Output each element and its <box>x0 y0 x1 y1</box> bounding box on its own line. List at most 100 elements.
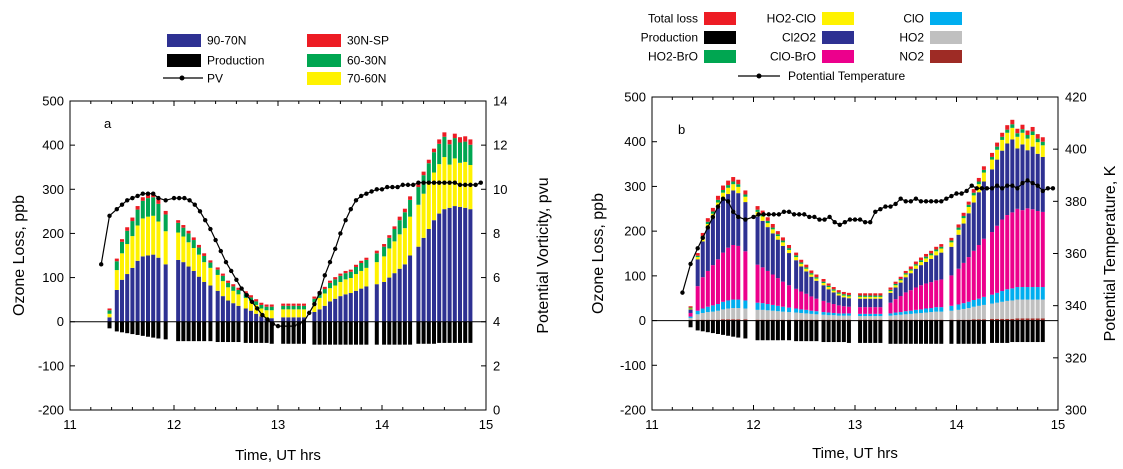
bar-segment <box>286 309 290 317</box>
bar-segment <box>822 285 826 301</box>
bar-segment <box>904 311 908 314</box>
bar-segment <box>889 316 893 320</box>
bar-segment-production <box>809 321 813 342</box>
bar-segment <box>468 165 472 209</box>
bar-segment <box>197 248 201 255</box>
bar-segment <box>776 306 780 311</box>
y2-tick-label: 420 <box>1065 90 1087 105</box>
bar-segment <box>701 277 705 308</box>
bar-segment <box>711 218 715 265</box>
bar-segment <box>781 237 785 240</box>
bar-segment <box>787 285 791 307</box>
line-point <box>944 197 948 201</box>
bar-segment <box>743 190 747 194</box>
bar-segment <box>776 234 780 236</box>
line-point <box>442 180 446 184</box>
bar-segment <box>427 229 431 322</box>
bar-segment <box>919 260 923 262</box>
bar-segment <box>804 267 808 268</box>
bar-segment <box>899 315 903 320</box>
bar-segment <box>787 250 791 253</box>
bar-segment <box>359 261 363 263</box>
bar-segment <box>1000 291 1004 302</box>
bar-segment-production <box>333 322 337 345</box>
bar-segment <box>706 307 710 312</box>
bar-segment <box>957 304 961 309</box>
bar-segment <box>226 281 230 283</box>
bar-segment <box>1031 127 1035 131</box>
bar-segment <box>939 253 943 280</box>
bar-segment <box>827 283 831 285</box>
bar-segment-production <box>115 322 119 332</box>
bar-segment-production <box>832 321 836 342</box>
line-point <box>914 197 918 201</box>
bar-segment <box>141 201 145 219</box>
bar-segment <box>771 228 775 230</box>
bar-segment <box>837 294 841 296</box>
bar-segment <box>349 272 353 278</box>
line-point <box>260 313 264 317</box>
bar-segment <box>1041 212 1045 287</box>
bar-segment <box>181 237 185 263</box>
bar-segment <box>967 308 971 320</box>
bar-segment <box>108 310 112 314</box>
bar-segment-production <box>995 321 999 343</box>
line-point <box>328 260 332 264</box>
bar-segment-production <box>208 322 212 341</box>
bar-segment <box>949 238 953 241</box>
bar-segment <box>743 251 747 300</box>
x-axis-title: Time, UT hrs <box>812 445 898 462</box>
bar-segment-production <box>468 322 472 343</box>
bar-segment <box>387 235 391 238</box>
bar-segment <box>422 194 426 238</box>
bar-segment-production <box>181 322 185 341</box>
bar-segment <box>696 286 700 311</box>
panel-label: b <box>678 122 685 137</box>
line-point <box>156 196 160 200</box>
bar-segment <box>878 299 882 307</box>
bar-segment <box>130 221 134 236</box>
line-point <box>406 183 410 187</box>
line-point <box>375 187 379 191</box>
bar-segment <box>736 187 740 193</box>
bar-segment <box>392 241 396 273</box>
bar-segment <box>873 293 877 295</box>
bar-segment <box>448 165 452 208</box>
bar-segment <box>359 263 363 271</box>
bar-segment <box>878 316 882 320</box>
bar-segment <box>1000 137 1004 140</box>
bar-segment <box>1000 151 1004 220</box>
bar-segment <box>1010 139 1014 212</box>
bar-segment <box>1041 142 1045 146</box>
bar-segment <box>832 291 836 293</box>
bar-segment <box>115 259 119 262</box>
line-point <box>1025 178 1029 182</box>
bar-segment-production <box>982 321 986 344</box>
bar-segment <box>1031 135 1035 147</box>
line-point <box>1046 186 1050 190</box>
bar-segment <box>799 309 803 313</box>
bar-segment-production <box>108 322 112 329</box>
line-point <box>437 180 441 184</box>
bar-segment-production <box>1000 321 1004 343</box>
bar-segment <box>787 248 791 250</box>
bar-segment <box>919 258 923 261</box>
line-point <box>473 183 477 187</box>
bar-segment-production <box>146 322 150 337</box>
line-point <box>833 220 837 224</box>
bar-segment <box>847 295 851 296</box>
line-point <box>721 197 725 201</box>
bar-segment <box>176 260 180 322</box>
bar-segment-production <box>868 321 872 343</box>
line-point <box>219 249 223 253</box>
bar-segment <box>995 226 999 293</box>
bar-segment-production <box>1010 321 1014 342</box>
bar-segment <box>254 301 258 305</box>
bar-segment <box>736 308 740 319</box>
x-tick-label: 11 <box>63 417 77 432</box>
bar-segment <box>292 317 296 321</box>
bar-segment <box>164 211 168 215</box>
bar-segment <box>787 253 791 285</box>
bar-segment <box>962 224 966 263</box>
bar-segment-production <box>972 321 976 344</box>
